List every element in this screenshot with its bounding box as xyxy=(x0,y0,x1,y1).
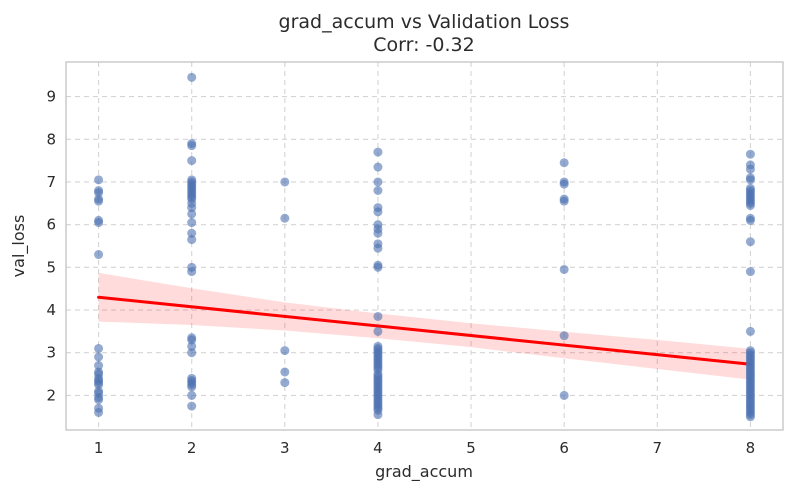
data-point xyxy=(559,158,569,168)
y-tick-label: 5 xyxy=(46,258,56,276)
y-axis-label: val_loss xyxy=(9,215,29,278)
y-tick-label: 4 xyxy=(46,301,56,319)
data-point xyxy=(373,311,383,321)
data-point xyxy=(94,380,104,390)
data-point xyxy=(745,412,755,422)
x-tick-label: 1 xyxy=(94,439,104,457)
data-point xyxy=(187,141,197,151)
data-point xyxy=(187,209,197,219)
confidence-band xyxy=(98,272,751,380)
data-point xyxy=(559,179,569,189)
data-point xyxy=(94,361,104,371)
data-point xyxy=(373,162,383,172)
data-point xyxy=(94,343,104,353)
y-tick-label: 6 xyxy=(46,216,56,234)
data-points xyxy=(94,72,755,422)
data-point xyxy=(559,264,569,274)
x-tick-label: 3 xyxy=(280,439,290,457)
data-point xyxy=(745,175,755,185)
x-tick-label: 8 xyxy=(746,439,756,457)
data-point xyxy=(745,164,755,174)
x-tick-label: 7 xyxy=(653,439,663,457)
data-point xyxy=(187,235,197,245)
regression-confidence-band xyxy=(98,272,751,380)
regression-line xyxy=(97,295,752,366)
chart-title: grad_accum vs Validation Loss xyxy=(279,11,570,33)
tick-labels: 1 2 3 4 5 6 7 8 2 3 4 5 6 7 8 9 xyxy=(46,88,755,457)
data-point xyxy=(187,348,197,358)
data-point xyxy=(280,346,290,356)
gridlines xyxy=(66,62,783,430)
data-point xyxy=(94,188,104,198)
data-point xyxy=(373,186,383,196)
data-point xyxy=(280,378,290,388)
data-point xyxy=(94,218,104,228)
y-tick-label: 8 xyxy=(46,130,56,148)
data-point xyxy=(373,243,383,253)
x-tick-label: 6 xyxy=(559,439,569,457)
data-point xyxy=(745,267,755,277)
data-point xyxy=(94,352,104,362)
data-point xyxy=(187,267,197,277)
data-point xyxy=(187,72,197,82)
data-point xyxy=(559,390,569,400)
data-point xyxy=(559,331,569,341)
data-point xyxy=(745,237,755,247)
data-point xyxy=(280,177,290,187)
data-point xyxy=(94,175,104,185)
chart-subtitle-correlation: Corr: -0.32 xyxy=(373,34,474,56)
data-point xyxy=(745,149,755,159)
y-tick-label: 3 xyxy=(46,344,56,362)
data-point xyxy=(280,213,290,223)
data-point xyxy=(187,156,197,166)
data-point xyxy=(559,196,569,206)
data-point xyxy=(373,207,383,217)
data-point xyxy=(187,228,197,238)
regression-line xyxy=(97,295,752,366)
data-point xyxy=(94,250,104,260)
x-tick-label: 4 xyxy=(373,439,383,457)
data-point xyxy=(187,335,197,345)
x-tick-label: 5 xyxy=(466,439,476,457)
plot-frame xyxy=(65,61,784,431)
x-tick-label: 2 xyxy=(187,439,197,457)
data-point xyxy=(187,203,197,213)
data-point xyxy=(187,382,197,392)
data-point xyxy=(745,215,755,225)
data-point xyxy=(280,367,290,377)
data-point xyxy=(187,218,197,228)
data-point xyxy=(187,390,197,400)
data-point xyxy=(187,401,197,411)
data-point xyxy=(94,196,104,206)
data-point xyxy=(187,341,197,351)
data-point xyxy=(745,200,755,210)
data-point xyxy=(373,326,383,336)
data-point xyxy=(745,326,755,336)
data-point xyxy=(94,407,104,417)
data-point xyxy=(373,410,383,420)
data-point xyxy=(373,177,383,187)
data-point xyxy=(373,228,383,238)
x-axis-label: grad_accum xyxy=(375,462,473,482)
y-tick-label: 7 xyxy=(46,173,56,191)
axes-spines xyxy=(65,61,784,431)
data-point xyxy=(373,147,383,157)
data-point xyxy=(373,262,383,272)
y-tick-label: 9 xyxy=(46,88,56,106)
data-point xyxy=(94,395,104,405)
y-tick-label: 2 xyxy=(46,386,56,404)
